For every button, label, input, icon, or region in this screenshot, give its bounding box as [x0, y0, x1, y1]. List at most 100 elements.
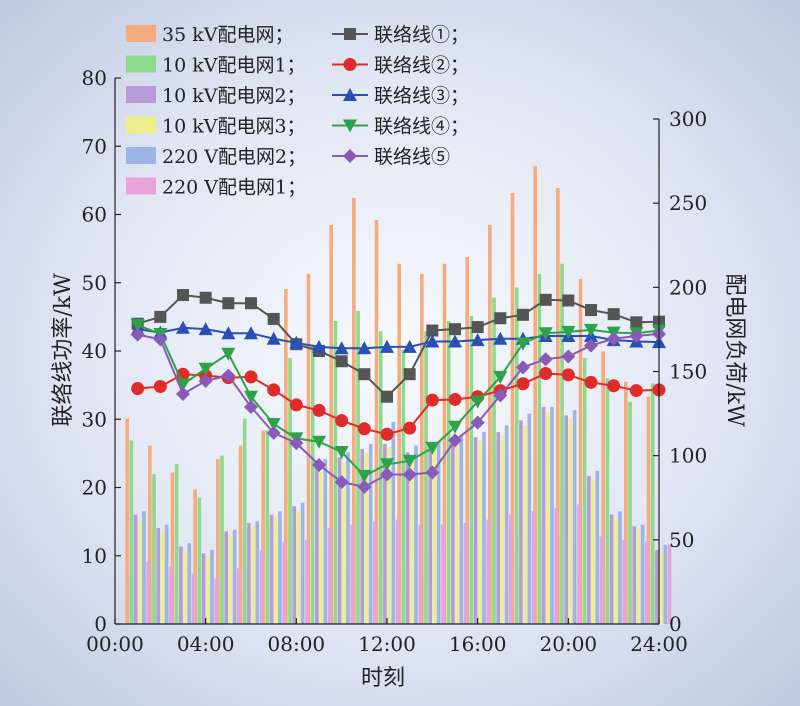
line-3-point-h15: [448, 334, 462, 348]
line-1-point-h5: [222, 297, 235, 310]
bar-3-h3: [179, 546, 183, 624]
line-5-point-h9: [312, 457, 326, 472]
line-1-point-h14: [426, 324, 439, 337]
line-2-point-h18: [516, 377, 530, 391]
line-2-point-h13: [403, 421, 417, 435]
bar-4-h6: [251, 526, 255, 624]
line-5-point-h18: [516, 360, 530, 375]
bar-1-h16: [465, 257, 469, 624]
bar-2-h19: [537, 273, 542, 624]
bar-1-h4: [193, 489, 197, 624]
bar-5-h23: [640, 524, 645, 624]
legend-label-bar-3: 10 kV配电网2；: [162, 85, 306, 107]
bar-1-h13: [397, 263, 401, 624]
y-axis-title-left: 联络线功率/kW: [51, 273, 76, 427]
line-1-point-h16: [471, 321, 484, 334]
bar-4-h4: [205, 556, 210, 624]
bar-1-h10: [329, 225, 333, 625]
y-right-tick-label-0: 0: [669, 612, 682, 636]
bar-5-h20: [572, 410, 577, 624]
line-5-point-h5: [221, 368, 236, 383]
bar-1-h20: [556, 188, 560, 624]
line-4-point-h3: [176, 378, 190, 392]
bar-1-h14: [420, 273, 424, 624]
legend-marker-4: [343, 119, 357, 133]
line-4-point-h18: [516, 337, 530, 351]
line-2-point-h14: [425, 393, 439, 407]
y-right-tick-label-50: 50: [669, 528, 694, 552]
line-1-point-h22: [607, 308, 620, 321]
bar-4-h18: [523, 425, 527, 624]
line-4-point-h12: [380, 458, 394, 472]
legend: 35 kV配电网； 10 kV配电网1； 10 kV配电网2； 10 kV配电网3； 2…: [126, 24, 469, 199]
bar-4-h13: [409, 457, 414, 624]
bar-2-h9: [310, 344, 315, 624]
bar-2-h7: [265, 430, 270, 624]
line-5-point-h20: [561, 349, 576, 364]
bar-2-h18: [514, 287, 519, 624]
legend-marker-5: [343, 149, 357, 163]
line-5-point-h11: [357, 479, 372, 494]
bar-3-h11: [360, 448, 365, 624]
line-2-point-h22: [607, 379, 621, 393]
line-5-point-h8: [289, 436, 304, 451]
bar-4-h22: [613, 517, 618, 624]
bar-6-h3: [191, 573, 196, 624]
bar-1-h17: [488, 225, 492, 625]
line-5-point-h7: [266, 425, 281, 440]
line-4-point-h16: [470, 395, 485, 409]
line-2-point-h21: [584, 375, 598, 389]
line-1-point-h21: [585, 304, 597, 317]
legend-swatch-bar-6: [126, 177, 156, 195]
legend-label-line-5: 联络线⑤: [374, 146, 450, 168]
bar-1-h2: [148, 445, 152, 624]
line-4-point-h20: [561, 325, 576, 339]
bar-1-h12: [374, 220, 379, 624]
y-left-tick-label-70: 70: [82, 134, 107, 158]
bar-3-h14: [428, 445, 433, 624]
bar-2-h11: [356, 310, 360, 624]
bar-4-h12: [387, 447, 391, 624]
bar-4-h23: [636, 529, 641, 624]
line-2-point-h15: [448, 392, 462, 406]
bar-6-h2: [169, 566, 173, 624]
bar-3-h2: [156, 528, 161, 624]
legend-label-bar-4: 10 kV配电网3；: [162, 116, 306, 138]
line-4-point-h4: [198, 362, 213, 376]
bar-6-h15: [463, 523, 468, 624]
bar-1-h19: [533, 166, 537, 624]
line-2-point-h1: [131, 382, 145, 396]
bar-2-h5: [220, 455, 224, 624]
bar-5-h11: [368, 443, 373, 624]
legend-label-bar-1: 35 kV配电网；: [162, 24, 293, 46]
line-5-point-h14: [425, 465, 440, 480]
bar-5-h18: [527, 413, 532, 624]
line-4-point-h19: [538, 327, 553, 341]
line-5-point-h13: [402, 467, 417, 482]
bar-5-h15: [459, 435, 464, 624]
line-layer: [130, 289, 666, 494]
bar-5-h1: [142, 511, 146, 624]
line-4-point-h17: [493, 370, 508, 384]
bar-6-h16: [486, 519, 490, 624]
line-3-point-h6: [244, 326, 258, 340]
line-5-point-h21: [584, 338, 598, 353]
bar-4-h17: [500, 435, 505, 624]
bar-6-h6: [259, 549, 264, 624]
bar-5-h6: [255, 521, 260, 624]
line-3-point-h10: [334, 341, 349, 355]
line-1-point-h10: [335, 355, 348, 368]
bar-4-h3: [183, 549, 187, 624]
bar-1-h11: [352, 198, 356, 624]
y-left-tick-label-80: 80: [82, 66, 107, 90]
line-2-point-h11: [357, 422, 371, 436]
bar-4-h2: [160, 531, 165, 624]
x-axis-title: 时刻: [361, 666, 405, 691]
line-2-point-h19: [539, 367, 553, 381]
bar-5-h3: [187, 543, 192, 624]
line-3-point-h16: [470, 333, 485, 347]
y-left-tick-label-0: 0: [94, 612, 107, 636]
line-5-point-h3: [176, 386, 190, 401]
y-right-tick-label-150: 150: [669, 360, 707, 384]
bar-2-h22: [605, 378, 610, 624]
